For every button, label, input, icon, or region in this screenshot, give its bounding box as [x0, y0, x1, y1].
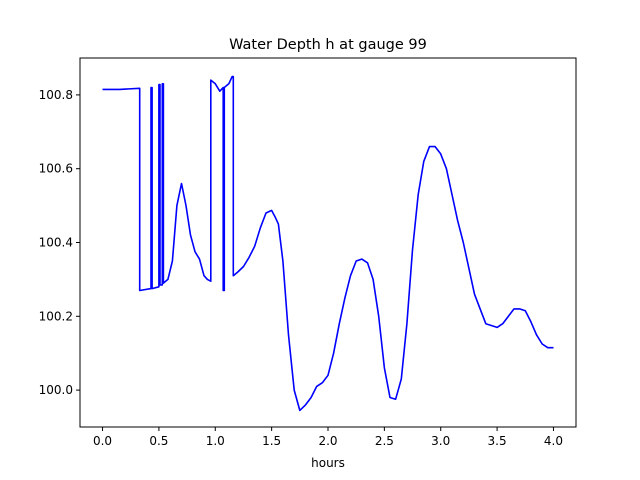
- y-tick-label: 100.6: [39, 162, 73, 176]
- y-tick-label: 100.8: [39, 88, 73, 102]
- plot-frame: [79, 57, 577, 428]
- x-tick-label: 2.5: [375, 434, 394, 448]
- y-tick-label: 100.0: [39, 383, 73, 397]
- chart-title: Water Depth h at gauge 99: [229, 37, 427, 53]
- series-line: [102, 75, 554, 412]
- x-tick-label: 3.0: [431, 434, 450, 448]
- x-axis-ticks: 0.0 0.5 1.0 1.5 2.0 2.5 3.0 3.5 4.0: [93, 427, 563, 448]
- y-tick-label: 100.2: [39, 309, 73, 323]
- x-tick-label: 2.0: [318, 434, 337, 448]
- plot-background: [80, 58, 576, 427]
- y-axis-ticks: 100.0 100.2 100.4 100.6 100.8: [39, 88, 80, 397]
- x-tick-label: 0.5: [149, 434, 168, 448]
- x-tick-label: 0.0: [93, 434, 112, 448]
- y-tick-label: 100.4: [39, 236, 73, 250]
- x-axis-label: hours: [311, 456, 345, 470]
- series-layer: [102, 75, 554, 412]
- x-tick-label: 1.5: [262, 434, 281, 448]
- x-tick-label: 4.0: [544, 434, 563, 448]
- x-tick-label: 3.5: [488, 434, 507, 448]
- x-tick-label: 1.0: [206, 434, 225, 448]
